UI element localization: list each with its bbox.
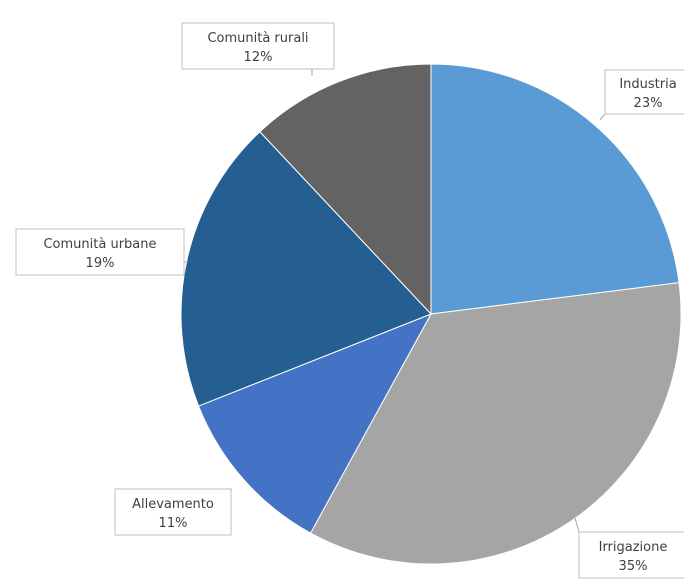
callout-box (604, 69, 684, 115)
callout-box (578, 531, 684, 579)
callout-box (114, 488, 232, 536)
slice-percent: 11% (159, 516, 188, 531)
callout-box (181, 22, 335, 70)
callout-labels: Industria 23% Irrigazione 35% Allevamento 11%… (15, 22, 684, 579)
pie-slices (180, 63, 682, 565)
callout-leader-line (574, 517, 580, 533)
pie-slice-industria (430, 63, 680, 315)
pie-slice-comunit-rurali (259, 63, 432, 316)
slice-percent: 23% (634, 96, 663, 111)
slice-label: Industria (619, 77, 676, 92)
slice-label: Irrigazione (599, 540, 668, 555)
slice-label: Comunità rurali (207, 31, 308, 46)
pie-slice-allevamento (197, 313, 433, 534)
slice-percent: 12% (244, 50, 273, 65)
pie-slice-irrigazione (309, 282, 682, 565)
slice-percent: 19% (86, 256, 115, 271)
slice-percent: 35% (619, 559, 648, 574)
slice-label: Allevamento (132, 497, 214, 512)
pie-slice-comunit-urbane (180, 131, 432, 407)
slice-label: Comunità urbane (43, 237, 156, 252)
callout-leader-line (599, 113, 606, 121)
callout-box (15, 228, 185, 276)
